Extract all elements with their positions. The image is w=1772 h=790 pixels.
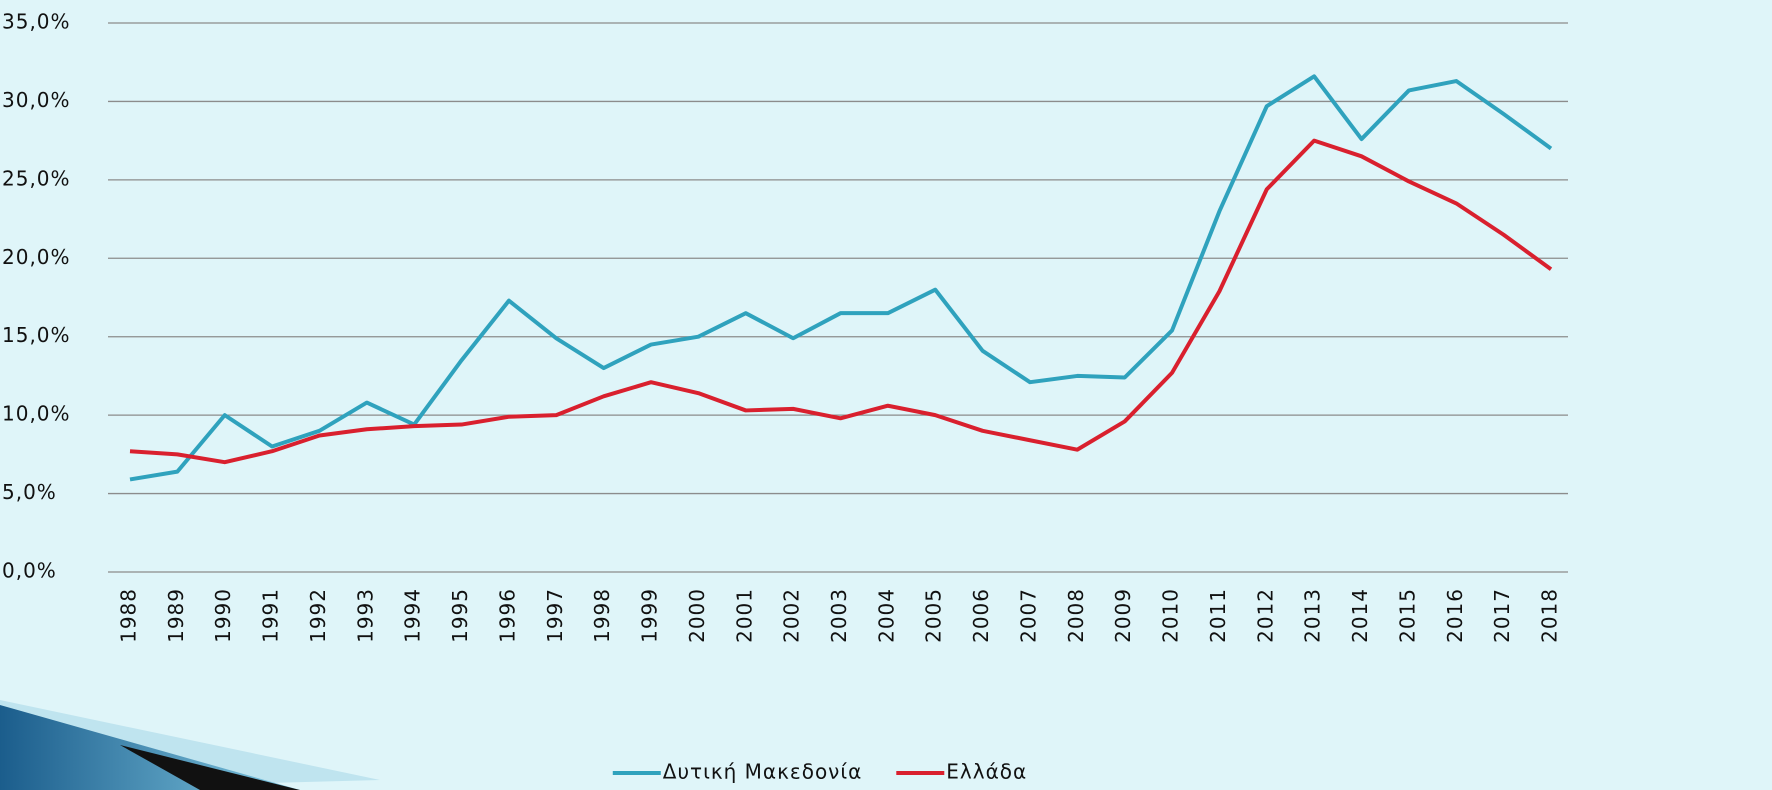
x-tick-label: 2001 [732,588,756,643]
x-tick-label: 2016 [1443,588,1467,643]
x-tick-label: 1994 [401,588,425,643]
y-tick-label: 15,0% [2,323,71,347]
y-tick-label: 30,0% [2,88,71,112]
x-tick-label: 2011 [1206,588,1230,643]
x-tick-label: 1998 [590,588,614,643]
x-tick-label: 1996 [495,588,519,643]
y-tick-label: 5,0% [2,480,57,504]
y-tick-label: 10,0% [2,402,71,426]
x-tick-label: 2006 [969,588,993,643]
y-tick-label: 35,0% [2,10,71,34]
x-tick-label: 2003 [827,588,851,643]
decoration [120,745,300,790]
legend-label: Δυτική Μακεδονία [663,760,863,784]
x-tick-label: 2017 [1490,588,1514,643]
x-tick-label: 1997 [543,588,567,643]
x-tick-label: 2007 [1016,588,1040,643]
x-tick-label: 2015 [1395,588,1419,643]
x-tick-label: 2010 [1159,588,1183,643]
x-tick-label: 1993 [353,588,377,643]
x-tick-label: 1988 [117,588,141,643]
y-tick-label: 25,0% [2,166,71,190]
x-tick-label: 1999 [638,588,662,643]
x-tick-label: 2000 [685,588,709,643]
x-tick-label: 1990 [211,588,235,643]
x-tick-label: 2009 [1111,588,1135,643]
line-series [129,138,1553,465]
decoration [0,705,300,790]
x-tick-label: 2014 [1348,588,1372,643]
x-tick-label: 2004 [874,588,898,643]
x-tick-label: 2008 [1064,588,1088,643]
x-tick-label: 1991 [259,588,283,643]
x-tick-label: 1995 [448,588,472,643]
x-tick-label: 2005 [922,588,946,643]
x-tick-label: 2018 [1538,588,1562,643]
x-tick-label: 1992 [306,588,330,643]
y-tick-label: 20,0% [2,245,71,269]
x-tick-label: 2013 [1301,588,1325,643]
x-tick-label: 2012 [1253,588,1277,643]
y-tick-label: 0,0% [2,559,57,583]
x-tick-label: 1989 [164,588,188,643]
legend-label: Ελλάδα [946,760,1027,784]
x-tick-label: 2002 [780,588,804,643]
line-series [129,74,1553,482]
